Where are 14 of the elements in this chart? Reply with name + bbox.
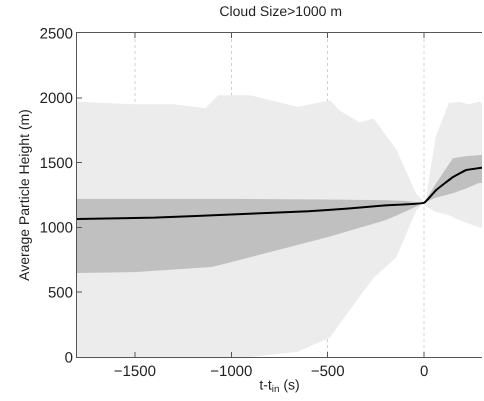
y-tick-label: 1000 — [40, 220, 73, 237]
line-series — [77, 166, 482, 220]
y-tick-label: 0 — [64, 349, 73, 366]
x-axis-title: t-t$_{in}$ (s) — [259, 376, 300, 396]
y-tick-label: 2500 — [40, 25, 73, 42]
y-tick-label: 2000 — [40, 90, 73, 108]
x-tick-label: −500 — [310, 363, 345, 380]
chart-title: Cloud Size>1000 m — [219, 2, 342, 19]
y-axis-title: Average Particle Height (m) — [16, 109, 32, 281]
x-tick-label: 0 — [420, 363, 428, 380]
x-tick-label: −1500 — [114, 363, 156, 380]
y-tick-label: 1500 — [40, 154, 73, 172]
y-tick-label: 500 — [48, 284, 73, 302]
x-tick-label: −1000 — [210, 363, 252, 380]
